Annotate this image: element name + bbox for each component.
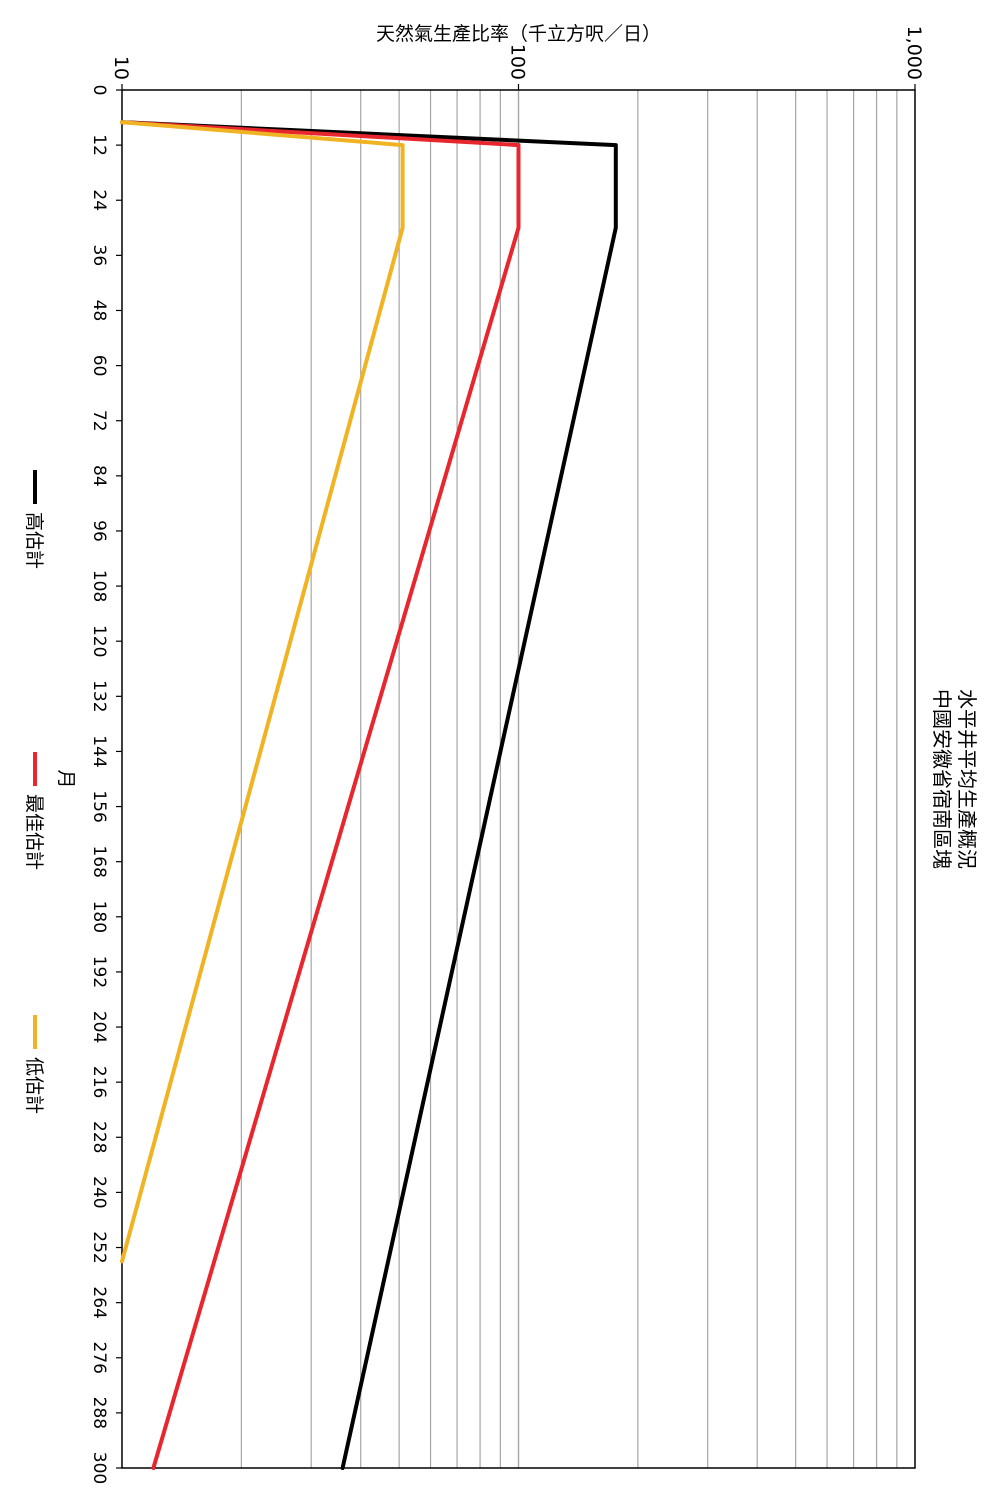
x-tick-label: 144 [89,735,109,767]
x-tick-label: 72 [89,410,109,432]
y-tick-label: 100 [507,44,529,80]
x-tick-label: 168 [89,845,109,877]
y-tick-label: 1,000 [903,26,925,80]
x-axis-title: 月 [55,769,77,788]
x-tick-label: 156 [89,790,109,822]
legend-label: 最佳估計 [23,794,45,870]
x-tick-label: 252 [89,1231,109,1263]
legend-label: 低估計 [23,1057,45,1114]
x-tick-label: 36 [89,245,109,267]
plot-layer: 0 12 24 36 48 60 72 84 96 108 120 132 144 156 168 180 19… [23,23,979,1484]
x-tick-label: 216 [89,1066,109,1098]
x-tick-label: 228 [89,1121,109,1153]
x-tick-label: 240 [89,1176,109,1208]
x-tick-label: 0 [89,85,109,96]
series-line [120,120,521,1470]
series-line [120,120,618,1470]
x-tick-label: 204 [89,1011,109,1043]
series-line [120,120,405,1264]
x-tick-label: 192 [89,956,109,988]
y-tick-label: 10 [110,56,132,80]
x-tick-label: 12 [89,134,109,156]
legend-label: 高估計 [23,512,45,569]
x-tick-label: 120 [89,625,109,657]
x-tick-label: 264 [89,1286,109,1318]
x-tick-label: 288 [89,1397,109,1429]
x-tick-label: 108 [89,570,109,602]
x-tick-label: 60 [89,355,109,377]
x-tick-label: 96 [89,520,109,542]
y-axis-title: 天然氣生產比率（千立方呎／日） [376,23,661,45]
chart-subtitle: 中國安徽省宿南區塊 [930,689,954,869]
x-tick-label: 48 [89,300,109,322]
chart-title: 水平井平均生產概況 [955,689,979,869]
x-tick-label: 300 [89,1452,109,1484]
x-tick-label: 24 [89,189,109,211]
x-tick-label: 84 [89,465,109,487]
x-tick-label: 276 [89,1342,109,1374]
x-tick-label: 132 [89,680,109,712]
x-tick-label: 180 [89,901,109,933]
